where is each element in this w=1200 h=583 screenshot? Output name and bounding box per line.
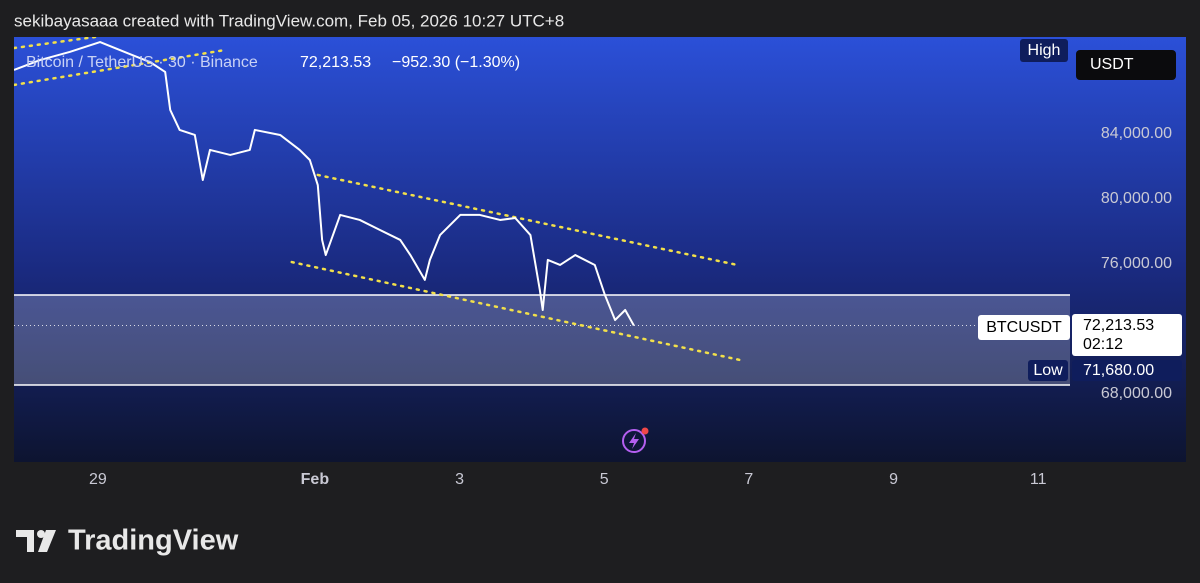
trend-line (14, 37, 97, 50)
high-tag: High (1028, 42, 1061, 59)
x-tick-label: 7 (744, 471, 753, 488)
author-line: sekibayasaaa created with TradingView.co… (14, 11, 564, 30)
high-tag-box (1020, 39, 1068, 62)
low-tag-box (1028, 360, 1068, 381)
price-label: 72,213.53 (1083, 317, 1154, 334)
ticker-box (978, 315, 1070, 340)
plot-area (14, 37, 1070, 386)
brand: TradingView (68, 525, 239, 557)
low-price: 71,680.00 (1083, 362, 1154, 379)
plot-background (14, 37, 1186, 462)
change: −952.30 (−1.30%) (392, 54, 520, 71)
symbol: Bitcoin / TetherUS · 30 · Binance (26, 54, 258, 71)
trend-line (316, 173, 739, 267)
x-tick-label: 9 (889, 471, 898, 488)
low-price-box (1072, 360, 1182, 381)
x-tick-label: 3 (455, 471, 464, 488)
x-tick-label: 29 (89, 471, 107, 488)
countdown: 02:12 (1083, 336, 1123, 353)
y-tick-label: 84,000.00 (1101, 125, 1172, 142)
currency-box[interactable] (1076, 50, 1176, 80)
ticker: BTCUSDT (986, 319, 1062, 336)
low-tag: Low (1033, 362, 1063, 379)
price-box (1072, 314, 1182, 356)
x-tick-label: 11 (1030, 471, 1047, 488)
x-tick-label: Feb (301, 471, 330, 488)
y-tick-label: 76,000.00 (1101, 255, 1172, 272)
trend-line (14, 48, 227, 87)
x-tick-label: 5 (600, 471, 609, 488)
brand-logo (16, 530, 56, 552)
currency[interactable]: USDT (1090, 56, 1134, 73)
last-price-header: 72,213.53 (300, 54, 371, 71)
y-tick-label: 80,000.00 (1101, 190, 1172, 207)
alert-icon[interactable] (622, 427, 649, 453)
price-line (14, 41, 635, 327)
y-tick-label: 68,000.00 (1101, 385, 1172, 402)
